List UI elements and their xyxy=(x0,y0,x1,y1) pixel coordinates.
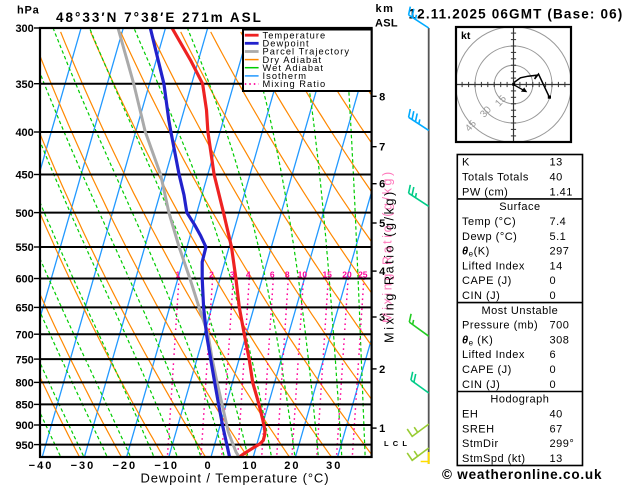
svg-text:450: 450 xyxy=(15,170,33,182)
svg-text:5.1: 5.1 xyxy=(550,231,567,243)
svg-text:Temperature: Temperature xyxy=(263,30,327,40)
svg-text:Most Unstable: Most Unstable xyxy=(481,305,558,317)
svg-text:13: 13 xyxy=(550,157,563,169)
svg-text:StmDir: StmDir xyxy=(462,438,499,450)
svg-text:CIN (J): CIN (J) xyxy=(462,290,500,302)
svg-text:299°: 299° xyxy=(550,438,575,450)
svg-text:© weatheronline.co.uk: © weatheronline.co.uk xyxy=(442,467,602,482)
svg-text:Temp (°C): Temp (°C) xyxy=(462,216,516,228)
svg-text:−30: −30 xyxy=(71,460,96,472)
svg-text:Lifted Index: Lifted Index xyxy=(462,349,525,361)
svg-text:67: 67 xyxy=(550,423,563,435)
svg-text:30: 30 xyxy=(326,460,342,472)
svg-text:4: 4 xyxy=(379,266,386,278)
svg-text:PW (cm): PW (cm) xyxy=(462,186,508,198)
svg-text:20: 20 xyxy=(284,460,300,472)
svg-text:13: 13 xyxy=(550,453,563,465)
svg-text:CIN (J): CIN (J) xyxy=(462,379,500,391)
svg-text:Mixing Ratio (g/kg): Mixing Ratio (g/kg) xyxy=(381,169,395,323)
svg-text:350: 350 xyxy=(15,79,33,91)
svg-text:LCL: LCL xyxy=(384,439,411,448)
svg-text:600: 600 xyxy=(15,274,33,286)
svg-text:1.41: 1.41 xyxy=(550,186,573,198)
svg-text:8: 8 xyxy=(379,91,385,103)
svg-text:297: 297 xyxy=(550,246,570,258)
svg-text:2: 2 xyxy=(379,364,385,376)
svg-text:10: 10 xyxy=(242,460,258,472)
svg-text:4: 4 xyxy=(246,270,251,280)
svg-text:14: 14 xyxy=(550,260,563,272)
svg-text:θe(K): θe(K) xyxy=(462,246,490,259)
svg-text:0: 0 xyxy=(550,275,557,287)
svg-text:750: 750 xyxy=(15,354,33,366)
svg-text:3: 3 xyxy=(230,270,235,280)
svg-text:Totals Totals: Totals Totals xyxy=(462,172,529,184)
svg-text:K: K xyxy=(462,157,470,169)
svg-text:800: 800 xyxy=(15,378,33,390)
svg-text:Surface: Surface xyxy=(499,201,540,213)
svg-text:700: 700 xyxy=(550,320,570,332)
svg-text:EH: EH xyxy=(462,409,478,421)
svg-text:950: 950 xyxy=(15,440,33,452)
svg-text:−40: −40 xyxy=(29,460,54,472)
svg-text:θe (K): θe (K) xyxy=(462,334,493,347)
svg-text:6: 6 xyxy=(379,179,385,191)
svg-text:400: 400 xyxy=(15,127,33,139)
svg-text:kt: kt xyxy=(461,30,471,42)
svg-text:500: 500 xyxy=(15,208,33,220)
svg-text:1: 1 xyxy=(379,423,385,435)
svg-text:20: 20 xyxy=(342,270,352,280)
svg-text:Dewp (°C): Dewp (°C) xyxy=(462,231,517,243)
svg-text:Dewpoint: Dewpoint xyxy=(263,39,310,49)
svg-text:CAPE (J): CAPE (J) xyxy=(462,364,512,376)
svg-text:−10: −10 xyxy=(154,460,179,472)
svg-text:25: 25 xyxy=(358,270,368,280)
svg-text:48°33′N 7°38′E 271m ASL: 48°33′N 7°38′E 271m ASL xyxy=(56,10,263,25)
svg-text:6: 6 xyxy=(270,270,275,280)
svg-text:300: 300 xyxy=(15,23,33,35)
svg-text:ASL: ASL xyxy=(375,17,398,29)
svg-text:900: 900 xyxy=(15,420,33,432)
svg-text:Dry Adiabat: Dry Adiabat xyxy=(263,55,323,65)
svg-text:0: 0 xyxy=(550,290,557,302)
svg-text:700: 700 xyxy=(15,329,33,341)
svg-text:Mixing Ratio: Mixing Ratio xyxy=(263,79,327,89)
svg-text:Pressure (mb): Pressure (mb) xyxy=(462,320,538,332)
svg-text:7.4: 7.4 xyxy=(550,216,567,228)
svg-text:Wet Adiabat: Wet Adiabat xyxy=(263,63,325,73)
svg-text:−20: −20 xyxy=(112,460,137,472)
svg-text:1: 1 xyxy=(176,270,181,280)
svg-text:0: 0 xyxy=(550,364,557,376)
svg-text:Lifted Index: Lifted Index xyxy=(462,260,525,272)
svg-text:3: 3 xyxy=(379,312,385,324)
svg-text:0: 0 xyxy=(205,460,213,472)
svg-text:308: 308 xyxy=(550,334,570,346)
svg-text:StmSpd (kt): StmSpd (kt) xyxy=(462,453,526,465)
svg-text:CAPE (J): CAPE (J) xyxy=(462,275,512,287)
svg-text:0: 0 xyxy=(550,379,557,391)
svg-text:SREH: SREH xyxy=(462,423,495,435)
svg-text:Hodograph: Hodograph xyxy=(490,394,549,406)
svg-text:650: 650 xyxy=(15,303,33,315)
svg-text:Dewpoint / Temperature (°C): Dewpoint / Temperature (°C) xyxy=(141,471,330,486)
svg-text:850: 850 xyxy=(15,400,33,412)
svg-text:Parcel Trajectory: Parcel Trajectory xyxy=(263,47,351,57)
svg-text:40: 40 xyxy=(550,172,563,184)
svg-text:15: 15 xyxy=(322,270,332,280)
svg-text:Mixing Ratio (g/kg): Mixing Ratio (g/kg) xyxy=(383,189,397,343)
svg-text:7: 7 xyxy=(379,142,385,154)
svg-text:Isotherm: Isotherm xyxy=(263,71,308,81)
svg-text:5: 5 xyxy=(379,218,385,230)
svg-text:km: km xyxy=(376,3,395,15)
svg-text:550: 550 xyxy=(15,242,33,254)
svg-text:2: 2 xyxy=(209,270,214,280)
svg-text:12.11.2025 06GMT (Base: 06): 12.11.2025 06GMT (Base: 06) xyxy=(409,7,624,22)
svg-text:6: 6 xyxy=(550,349,557,361)
svg-text:8: 8 xyxy=(285,270,290,280)
svg-text:40: 40 xyxy=(550,409,563,421)
svg-text:hPa: hPa xyxy=(17,5,40,17)
svg-text:10: 10 xyxy=(298,270,308,280)
